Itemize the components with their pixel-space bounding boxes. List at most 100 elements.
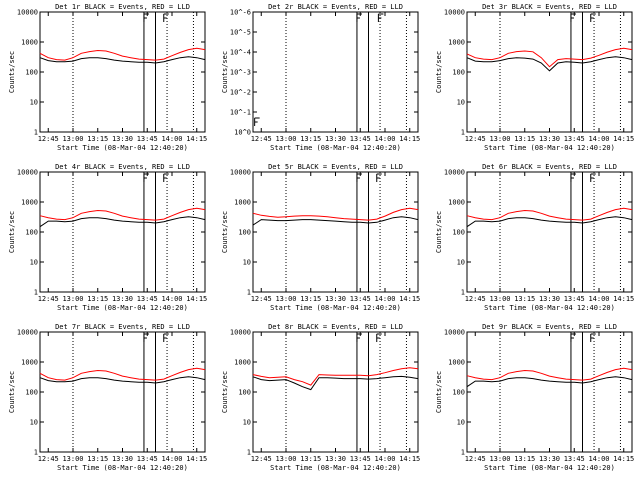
series-line [466,47,633,68]
bracket-mark [590,13,596,22]
y-tick-label: 10 [243,419,251,427]
panel-8: Det 8r BLACK = Events, RED = LLD 1 10 100 10… [221,323,420,472]
x-tick-label: 13:00 [62,135,83,143]
y-axis-label: Counts/sec [435,371,443,413]
panel-2: Det 2r BLACK = Events, RED = LLD 10^0 10^-… [221,3,420,152]
bracket-mark [590,333,596,342]
bracket-mark [143,173,149,182]
y-tick-label: 10000 [444,329,465,337]
x-tick-label: 13:00 [275,455,296,463]
x-tick-label: 12:45 [251,135,272,143]
y-tick-label: 1 [247,289,251,297]
x-tick-label: 14:00 [161,295,182,303]
y-axis-label: Counts/sec [221,211,229,253]
x-tick-label: 12:45 [38,135,59,143]
y-tick-label: 10^-5 [230,29,251,37]
x-tick-label: 13:15 [514,135,535,143]
x-tick-label: 13:45 [350,295,371,303]
y-tick-label: 10^-6 [230,9,251,17]
panel-7: Det 7r BLACK = Events, RED = LLD 1 10 100 10… [8,323,207,472]
panel-4: Det 4r BLACK = Events, RED = LLD 1 10 100 10… [8,163,207,312]
series-line [466,207,633,221]
bracket-mark [570,173,576,182]
y-tick-label: 1000 [21,359,38,367]
x-tick-label: 13:30 [539,135,560,143]
panel-title: Det 5r BLACK = Events, RED = LLD [268,163,403,171]
series-line [39,56,206,64]
x-tick-label: 13:45 [564,455,585,463]
series-line [252,207,419,221]
x-tick-label: 13:30 [539,455,560,463]
series-line [39,367,206,381]
x-tick-label: 13:15 [87,295,108,303]
y-axis-label: Counts/sec [435,51,443,93]
bracket-mark [590,173,596,182]
x-tick-label: 14:15 [613,455,634,463]
x-tick-label: 14:00 [374,135,395,143]
x-tick-label: 14:15 [613,135,634,143]
x-tick-label: 12:45 [38,455,59,463]
series-line [39,216,206,228]
panel-title: Det 6r BLACK = Events, RED = LLD [482,163,617,171]
bracket-mark [376,173,382,182]
y-tick-label: 10^-3 [230,69,251,77]
x-axis-label: Start Time (08-Mar-04 12:40:20) [57,144,188,152]
x-tick-label: 13:15 [87,455,108,463]
x-axis-label: Start Time (08-Mar-04 12:40:20) [270,144,401,152]
plot-frame [252,331,419,453]
plot-frame [252,11,419,133]
x-axis-label: Start Time (08-Mar-04 12:40:20) [484,464,615,472]
y-tick-label: 100 [25,69,38,77]
x-tick-label: 13:15 [300,455,321,463]
x-tick-label: 14:15 [186,135,207,143]
plot-frame [252,171,419,293]
x-tick-label: 14:00 [374,295,395,303]
x-tick-label: 13:00 [489,295,510,303]
series-line [466,56,633,72]
y-tick-label: 10 [457,99,465,107]
y-tick-label: 1000 [234,199,251,207]
x-axis-label: Start Time (08-Mar-04 12:40:20) [484,144,615,152]
x-axis-label: Start Time (08-Mar-04 12:40:20) [484,304,615,312]
panel-title: Det 2r BLACK = Events, RED = LLD [268,3,403,11]
bracket-mark [163,333,169,342]
panel-title: Det 4r BLACK = Events, RED = LLD [55,163,190,171]
bracket-mark [163,13,169,22]
x-axis-label: Start Time (08-Mar-04 12:40:20) [270,464,401,472]
x-tick-label: 14:15 [399,135,420,143]
x-tick-label: 13:30 [325,455,346,463]
y-tick-label: 10 [243,259,251,267]
bracket-mark [570,333,576,342]
y-tick-label: 1000 [448,359,465,367]
panel-3: Det 3r BLACK = Events, RED = LLD 1 10 100 10… [435,3,634,152]
x-tick-label: 14:15 [399,295,420,303]
panel-title: Det 7r BLACK = Events, RED = LLD [55,323,190,331]
x-axis-label: Start Time (08-Mar-04 12:40:20) [57,464,188,472]
y-tick-label: 10 [457,259,465,267]
x-tick-label: 13:45 [350,455,371,463]
x-tick-label: 14:15 [186,455,207,463]
y-tick-label: 10000 [230,329,251,337]
y-tick-label: 1 [461,449,465,457]
x-tick-label: 12:45 [251,455,272,463]
plot-frame [39,11,206,133]
series-line [39,47,206,61]
plot-frame [466,171,633,293]
panel-5: Det 5r BLACK = Events, RED = LLD 1 10 100 10… [221,163,420,312]
y-tick-label: 10000 [444,169,465,177]
series-line [39,207,206,221]
x-tick-label: 13:30 [325,135,346,143]
y-axis-label: Counts/sec [435,211,443,253]
x-tick-label: 12:45 [465,455,486,463]
x-tick-label: 13:30 [325,295,346,303]
panel-title: Det 8r BLACK = Events, RED = LLD [268,323,403,331]
x-tick-label: 12:45 [38,295,59,303]
x-tick-label: 13:00 [62,455,83,463]
y-axis-label: Counts/sec [221,51,229,93]
bracket-mark [356,173,362,182]
x-tick-label: 14:15 [186,295,207,303]
y-tick-label: 1000 [21,39,38,47]
y-tick-label: 10^0 [234,129,251,137]
